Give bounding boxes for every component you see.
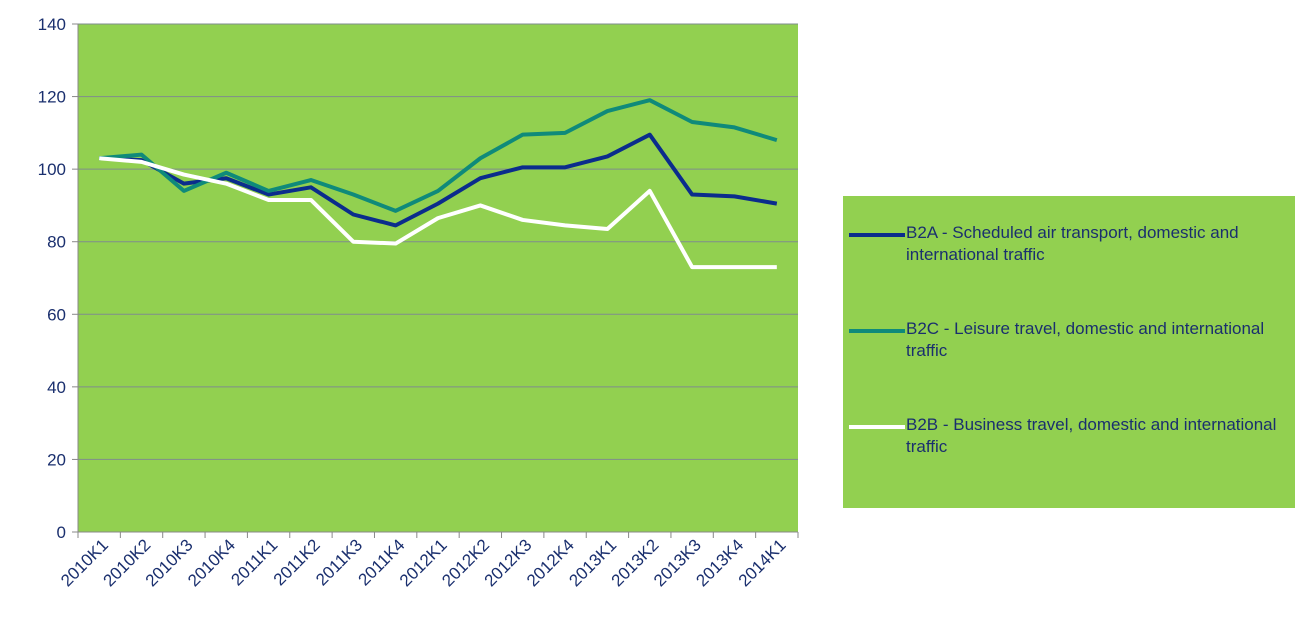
x-tick-label: 2011K2: [270, 535, 324, 589]
legend-swatch: [849, 425, 905, 429]
y-tick-label: 80: [47, 233, 66, 252]
legend-label: B2B - Business travel, domestic and inte…: [906, 415, 1277, 456]
y-tick-label: 60: [47, 305, 66, 324]
x-tick-label: 2011K1: [227, 535, 281, 589]
y-tick-label: 0: [57, 523, 66, 542]
legend-label: B2C - Leisure travel, domestic and inter…: [906, 319, 1265, 360]
legend-item: B2A - Scheduled air transport, domestic …: [849, 222, 1286, 266]
legend-swatch: [849, 233, 905, 237]
y-tick-label: 140: [38, 15, 66, 34]
legend-item: B2C - Leisure travel, domestic and inter…: [849, 318, 1286, 362]
x-tick-label: 2011K3: [312, 535, 366, 589]
plot-area: [78, 24, 798, 532]
x-tick-label: 2010K4: [184, 535, 239, 590]
y-tick-label: 100: [38, 160, 66, 179]
y-tick-label: 20: [47, 450, 66, 469]
legend: B2A - Scheduled air transport, domestic …: [843, 196, 1295, 508]
y-tick-label: 120: [38, 88, 66, 107]
y-tick-label: 40: [47, 378, 66, 397]
series-line: [99, 156, 777, 270]
legend-item: B2B - Business travel, domestic and inte…: [849, 414, 1286, 458]
x-tick-label: 2014K1: [735, 535, 790, 590]
legend-swatch: [849, 329, 905, 333]
legend-label: B2A - Scheduled air transport, domestic …: [906, 223, 1239, 264]
